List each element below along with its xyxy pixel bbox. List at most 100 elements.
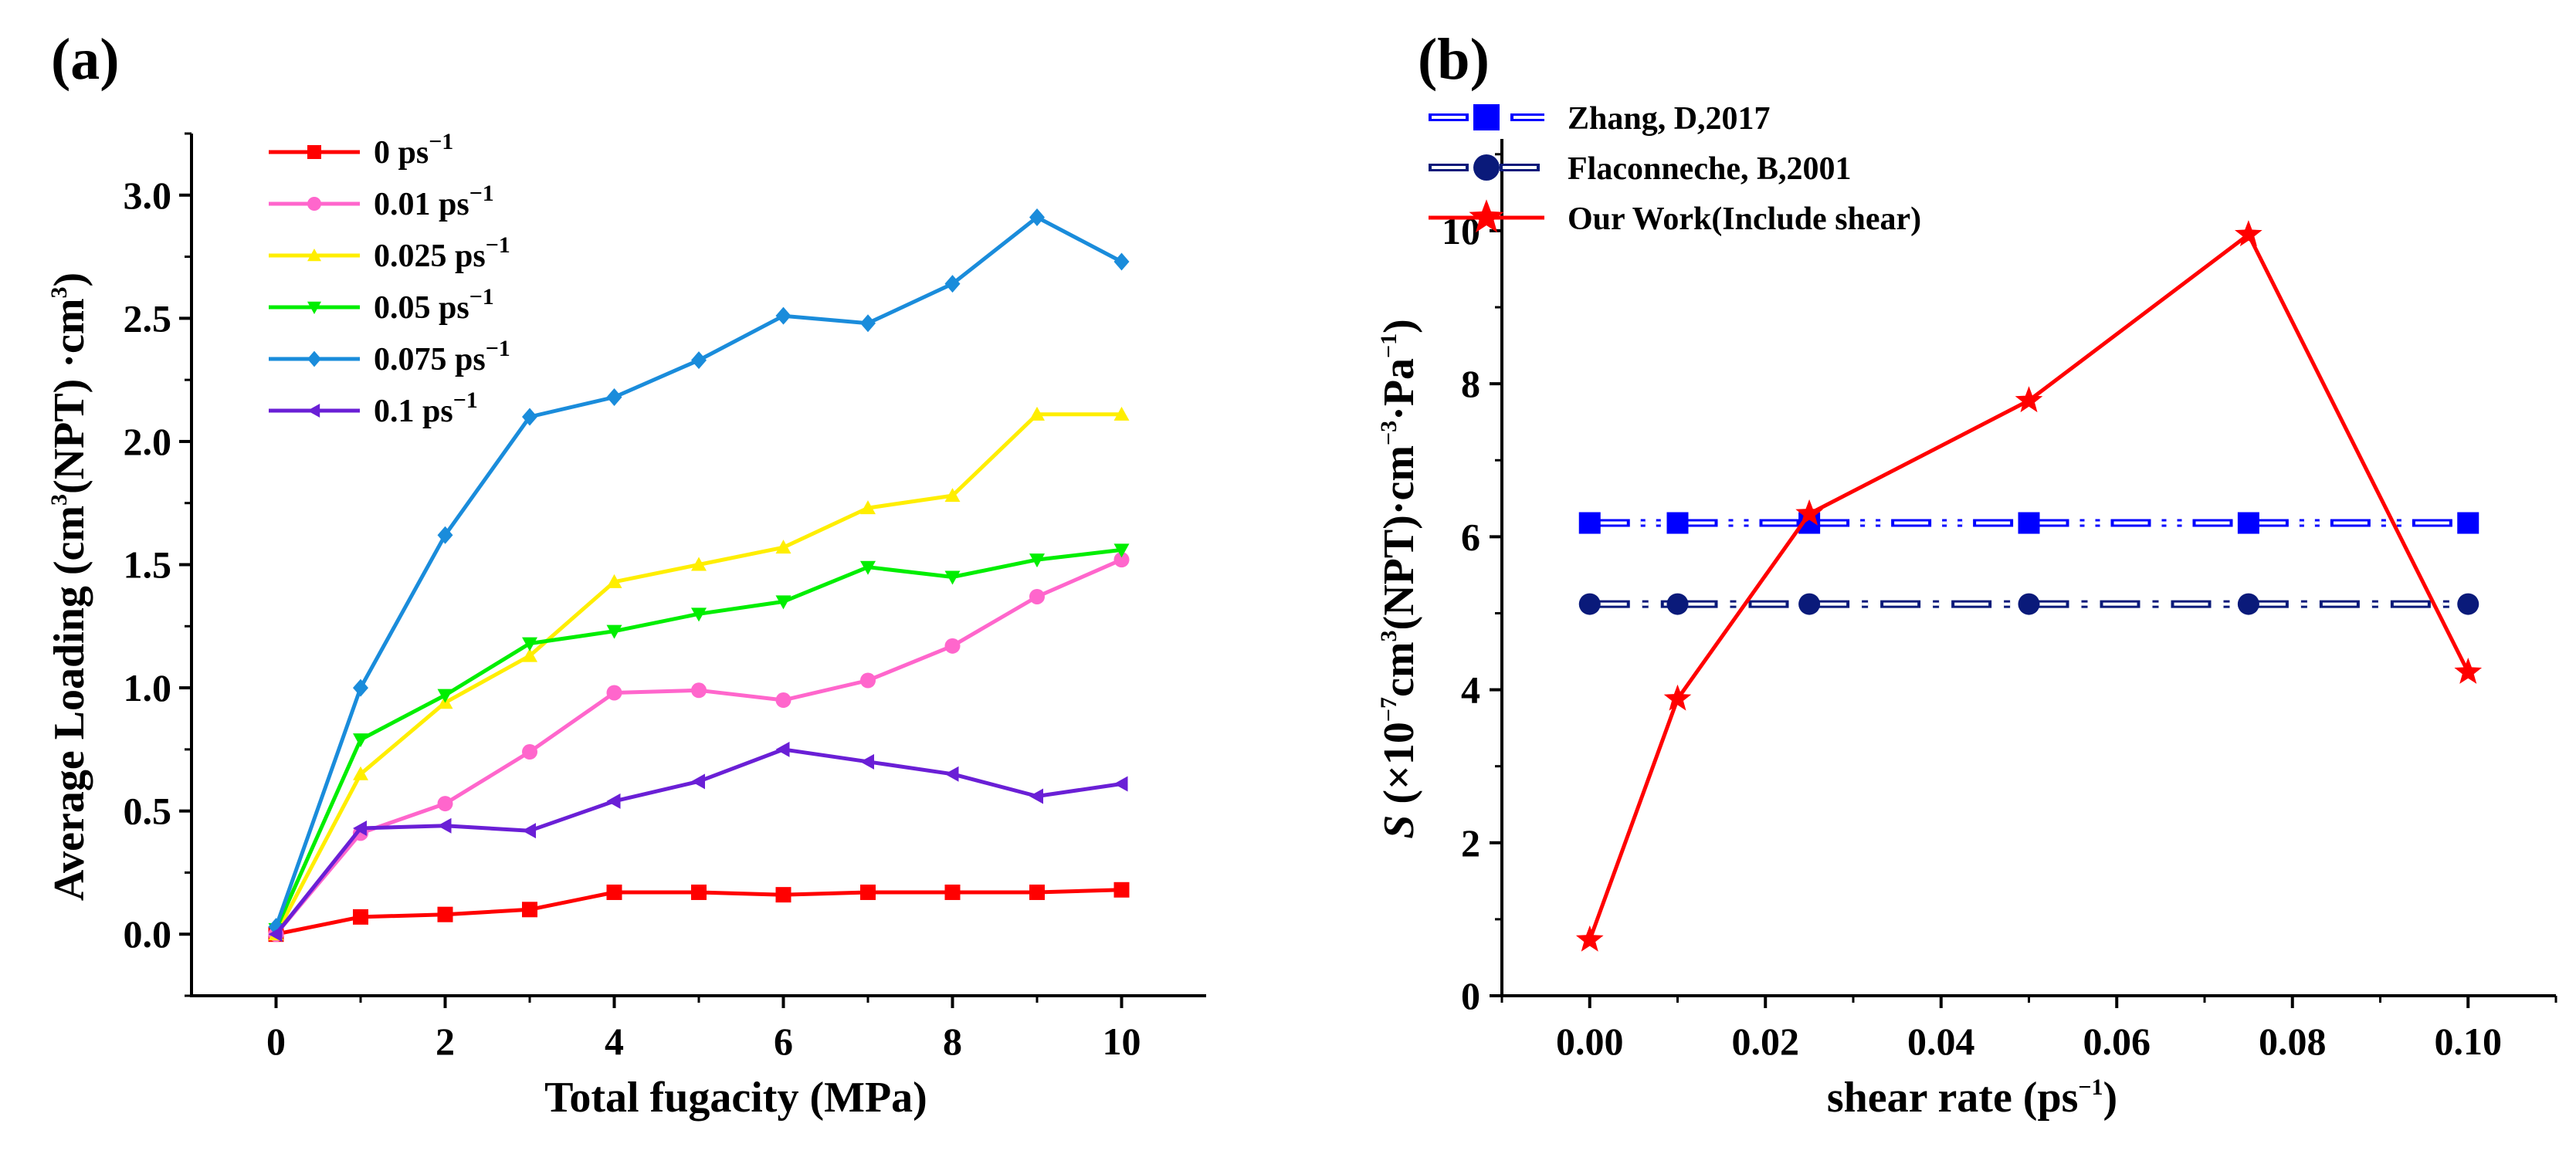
data-point-a (775, 741, 790, 757)
data-point-a (944, 638, 961, 654)
y-tick-label-a: 2.5 (124, 296, 172, 340)
data-point-a (691, 884, 707, 900)
y-tick-label-a: 2.0 (124, 420, 172, 463)
y-tick-label-b: 0 (1461, 974, 1480, 1017)
x-tick-label-b: 0.02 (1732, 1020, 1800, 1063)
data-point-a (1113, 406, 1130, 421)
data-point-a (1029, 788, 1043, 804)
data-point-b (1795, 499, 1823, 526)
data-point-a (522, 648, 537, 662)
data-point-b (1578, 593, 1601, 615)
data-point-a (606, 884, 622, 900)
x-tick-label-b: 0.06 (2083, 1020, 2151, 1063)
legend-item-a: 0.05 ps−1 (269, 284, 494, 326)
legend-swatch-marker-a (307, 301, 321, 314)
series-b-2 (1575, 220, 2483, 952)
legend-swatch-marker-a (307, 249, 321, 262)
data-point-a (437, 906, 453, 922)
data-point-b (1666, 593, 1689, 615)
data-point-a (522, 408, 537, 426)
data-point-a (606, 685, 622, 701)
data-point-a (860, 884, 876, 900)
data-point-a (606, 624, 622, 639)
x-tick-label-a: 10 (1103, 1020, 1141, 1063)
data-point-a (944, 570, 961, 585)
x-tick-label-a: 2 (436, 1020, 455, 1063)
legend-item-a: 0.075 ps−1 (269, 336, 510, 377)
data-point-a (691, 351, 707, 370)
data-point-a (522, 744, 537, 760)
data-point-b (1575, 925, 1604, 952)
series-b-1 (1578, 593, 2479, 615)
data-point-b (2454, 658, 2483, 684)
y-tick-label-b: 6 (1461, 515, 1480, 558)
data-point-a (353, 733, 368, 748)
y-tick-label-b: 4 (1461, 668, 1480, 712)
y-tick-label-a: 1.5 (124, 543, 172, 587)
legend-item-a: 0.1 ps−1 (269, 387, 478, 429)
legend-label-a: 0 ps−1 (374, 129, 453, 171)
data-point-a (691, 607, 707, 622)
x-axis-title-a: Total fugacity (MPa) (544, 1074, 927, 1122)
x-tick-label-a: 0 (266, 1020, 286, 1063)
data-point-a (860, 314, 876, 333)
data-point-a (353, 909, 368, 925)
data-point-a (1029, 884, 1045, 900)
panel-label-a: (a) (51, 27, 120, 92)
legend-swatch-marker-a (307, 145, 321, 159)
legend-item-a: 0.01 ps−1 (269, 181, 494, 222)
data-point-a (437, 526, 453, 544)
y-tick-label-a: 0.0 (124, 912, 172, 956)
data-point-a (944, 275, 961, 293)
legend-item-a: 0 ps−1 (269, 129, 453, 171)
data-point-a (353, 679, 368, 697)
legend-label-b: Flaconneche, B,2001 (1568, 151, 1851, 187)
legend-swatch-marker-b (1469, 199, 1504, 233)
series-a-4 (268, 208, 1130, 936)
y-tick-label-b: 2 (1461, 821, 1480, 865)
series-a-0 (268, 882, 1130, 942)
data-point-b (2018, 512, 2040, 534)
y-tick-label-b: 8 (1461, 362, 1480, 405)
series-line-a (274, 412, 1122, 936)
data-point-a (775, 306, 791, 325)
data-point-a (1113, 776, 1128, 792)
data-point-b (1663, 684, 1692, 711)
x-tick-label-a: 4 (605, 1020, 624, 1063)
data-point-a (860, 672, 876, 689)
axes-b (1500, 139, 2556, 997)
data-point-a (522, 823, 536, 839)
data-point-a (353, 820, 367, 836)
data-point-a (691, 682, 707, 699)
series-a-2 (268, 406, 1130, 941)
legend-label-a: 0.01 ps−1 (374, 181, 494, 222)
panel-label-b: (b) (1418, 27, 1490, 92)
y-tick-label-a: 1.0 (124, 666, 172, 709)
legend-swatch-marker-b (1473, 154, 1500, 181)
legend-swatch-marker-a (307, 350, 321, 367)
data-point-b (2457, 593, 2479, 615)
x-tick-label-b: 0.04 (1907, 1020, 1975, 1063)
series-a-3 (268, 543, 1130, 937)
data-point-a (437, 689, 453, 703)
data-point-b (2457, 512, 2479, 534)
data-point-a (691, 773, 705, 790)
y-tick-label-a: 0.5 (124, 790, 172, 833)
data-point-a (1029, 406, 1045, 421)
data-point-b (2235, 220, 2262, 247)
data-point-a (437, 817, 452, 834)
x-tick-label-a: 6 (774, 1020, 793, 1063)
data-point-a (522, 637, 537, 651)
legend-label-a: 0.075 ps−1 (374, 336, 510, 377)
data-point-a (1029, 553, 1045, 568)
data-point-a (268, 926, 283, 942)
x-tick-label-b: 0.10 (2435, 1020, 2503, 1063)
data-point-a (944, 884, 961, 900)
series-a-5 (268, 741, 1128, 942)
data-point-a (1029, 208, 1045, 227)
legend-label-a: 0.025 ps−1 (374, 232, 510, 274)
data-point-b (2015, 386, 2043, 413)
data-point-a (775, 595, 791, 610)
legend-swatch-marker-b (1473, 104, 1500, 130)
data-point-a (860, 500, 876, 515)
